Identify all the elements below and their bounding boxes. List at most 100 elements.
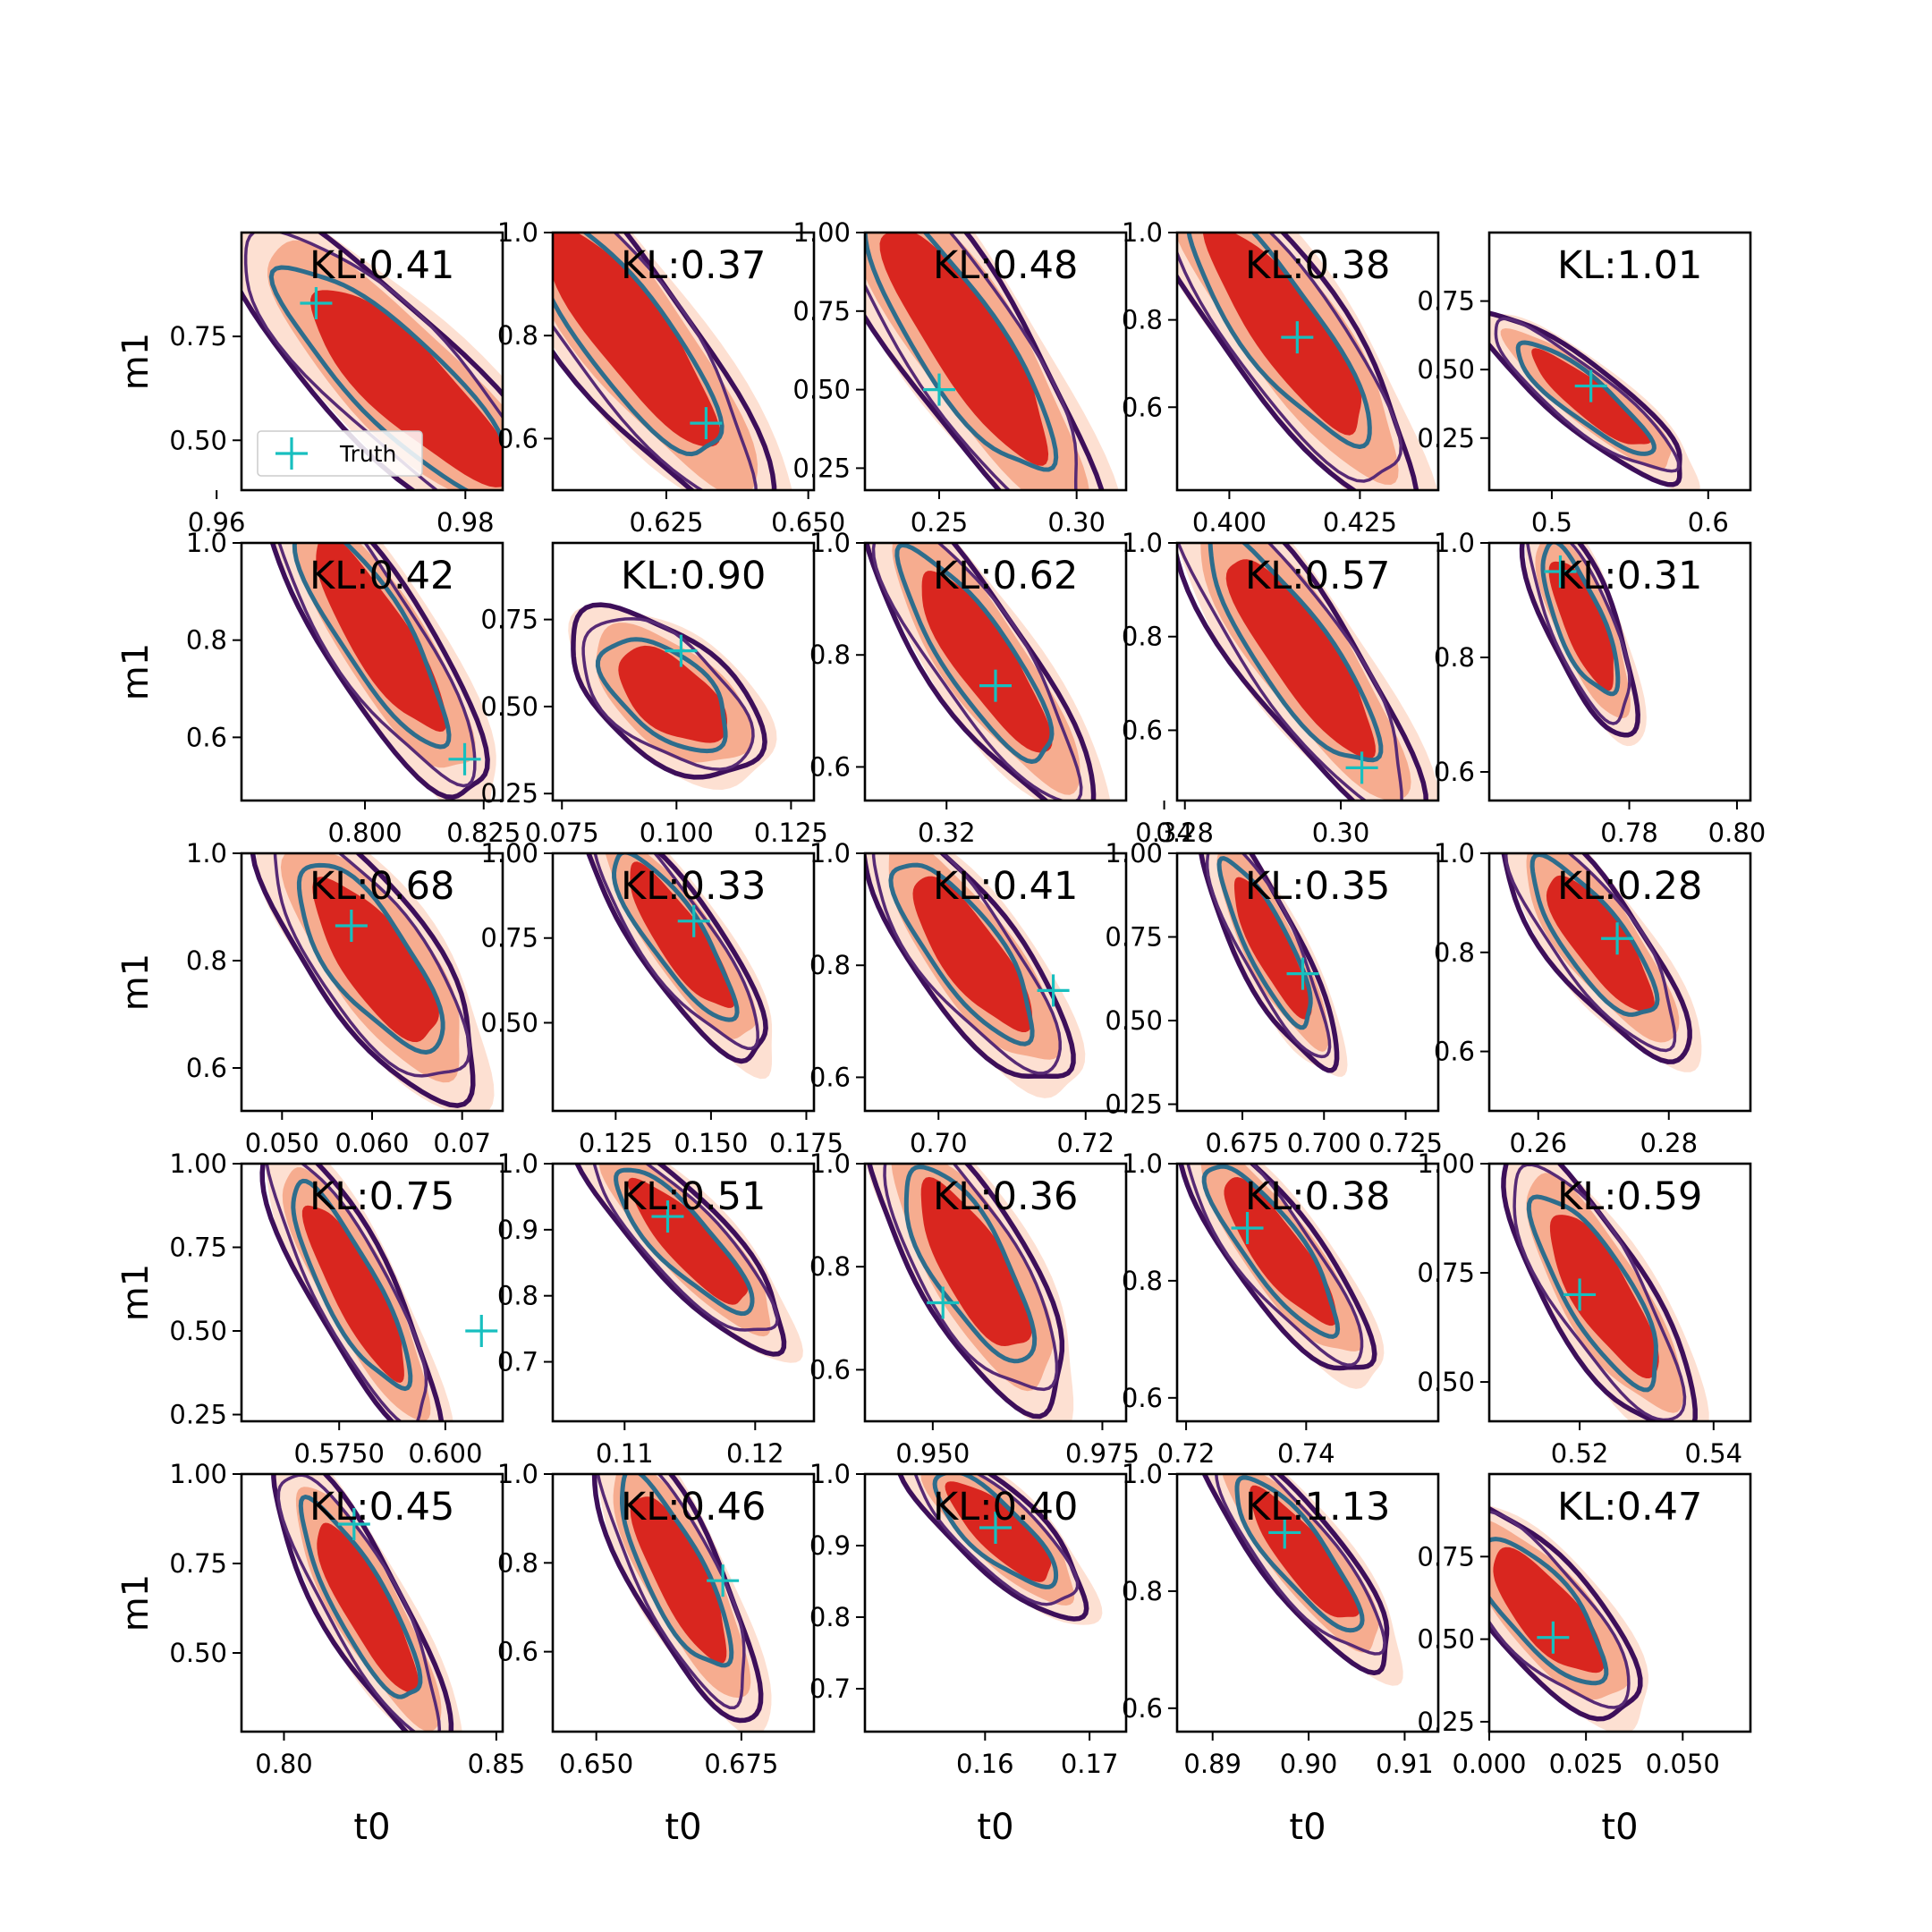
panel-plot-area bbox=[242, 233, 503, 490]
panel-24: 0.89 0.90 0.91 0.6 0.8 1.0 KL:1.13 t0 bbox=[1122, 1459, 1440, 1848]
contour-mid bbox=[1494, 317, 1681, 473]
kl-annotation: KL:0.48 bbox=[933, 243, 1078, 288]
x-tick-label: 0.6 bbox=[1688, 507, 1729, 538]
panel-plot-area bbox=[865, 543, 1111, 801]
panel-21: 0.80 0.85 0.50 0.75 1.00 KL:0.45 m1 t0 bbox=[115, 1459, 525, 1848]
density-fill-dark bbox=[301, 1205, 404, 1383]
y-tick-label: 0.75 bbox=[1417, 1541, 1475, 1572]
contour-mid bbox=[277, 543, 477, 788]
y-tick-label: 0.6 bbox=[497, 423, 538, 453]
panel-plot-area bbox=[866, 1164, 1074, 1421]
truth-marker bbox=[1537, 1621, 1570, 1654]
contour-outer bbox=[1501, 1164, 1698, 1421]
contour-outer bbox=[1489, 1505, 1643, 1722]
panel-17: 0.11 0.12 0.7 0.8 0.9 1.0 KL:0.51 bbox=[497, 1148, 816, 1469]
truth-marker bbox=[300, 286, 333, 319]
panel-frame bbox=[551, 1472, 816, 1733]
truth-marker bbox=[1345, 751, 1378, 784]
contour-outer bbox=[1178, 1164, 1377, 1371]
truth-marker bbox=[1563, 1278, 1597, 1311]
y-tick-label: 0.8 bbox=[1122, 1266, 1163, 1296]
panel-plot-area bbox=[1489, 310, 1700, 490]
contour-outer bbox=[250, 853, 476, 1108]
contour-mid bbox=[593, 853, 759, 1050]
panel-frame bbox=[551, 231, 816, 492]
x-tick-label: 0.89 bbox=[1183, 1749, 1241, 1779]
y-tick-label: 0.6 bbox=[1122, 715, 1163, 745]
truth-marker bbox=[1601, 922, 1634, 955]
panel-9: 0.28 0.30 0.6 0.8 1.0 KL:0.57 bbox=[1122, 528, 1440, 848]
y-tick-label: 1.00 bbox=[1417, 1148, 1475, 1179]
x-tick-label: 0.72 bbox=[1157, 1438, 1216, 1469]
y-tick-label: 0.25 bbox=[169, 1400, 227, 1430]
contour-inner bbox=[268, 265, 503, 490]
contour-mid bbox=[1504, 853, 1677, 1053]
contour-outer bbox=[865, 853, 1076, 1080]
panel-frame bbox=[863, 1162, 1128, 1423]
x-tick-label: 0.80 bbox=[255, 1749, 313, 1779]
y-tick-label: 0.75 bbox=[480, 605, 538, 635]
panel-19: 0.72 0.74 0.6 0.8 1.0 KL:0.38 bbox=[1122, 1148, 1440, 1469]
x-tick-label: 0.060 bbox=[335, 1128, 409, 1158]
x-tick-label: 0.725 bbox=[1368, 1128, 1443, 1158]
kl-annotation: KL:0.41 bbox=[933, 864, 1078, 909]
y-tick-label: 0.6 bbox=[1434, 1037, 1475, 1067]
y-tick-label: 1.0 bbox=[186, 838, 227, 869]
density-fill-dark bbox=[1546, 875, 1655, 1013]
panel-plot-area bbox=[568, 602, 777, 790]
contour-outer bbox=[1177, 233, 1419, 490]
panel-plot-area bbox=[1201, 1474, 1403, 1686]
x-tick-label: 0.600 bbox=[408, 1438, 482, 1469]
y-axis-label: m1 bbox=[115, 333, 157, 390]
x-tick-label: 0.72 bbox=[1056, 1128, 1114, 1158]
contour-outer bbox=[242, 233, 503, 490]
panel-frame bbox=[863, 541, 1128, 802]
panel-7: 0.075 0.100 0.125 0.25 0.50 0.75 KL:0.90 bbox=[480, 541, 828, 848]
contour-inner bbox=[1515, 340, 1657, 456]
x-tick-label: 0.5 bbox=[1531, 507, 1572, 538]
y-tick-label: 0.8 bbox=[809, 950, 851, 980]
y-tick-label: 0.75 bbox=[1417, 1258, 1475, 1288]
kl-annotation: KL:0.41 bbox=[309, 243, 454, 288]
y-tick-label: 0.75 bbox=[169, 1548, 227, 1579]
panel-10: 0.78 0.80 0.6 0.8 1.0 KL:0.31 bbox=[1434, 528, 1766, 848]
y-axis-label: m1 bbox=[115, 953, 157, 1011]
y-tick-label: 1.0 bbox=[1122, 1148, 1163, 1179]
y-tick-label: 1.00 bbox=[169, 1459, 227, 1489]
y-tick-label: 0.8 bbox=[1434, 937, 1475, 968]
truth-marker bbox=[1268, 1516, 1301, 1549]
truth-marker bbox=[927, 1286, 960, 1319]
y-tick-label: 0.6 bbox=[497, 1637, 538, 1667]
y-tick-label: 0.6 bbox=[186, 722, 227, 752]
y-tick-label: 0.6 bbox=[809, 1354, 851, 1385]
y-tick-label: 0.75 bbox=[480, 923, 538, 953]
y-tick-label: 0.6 bbox=[1122, 392, 1163, 422]
panel-plot-area bbox=[1199, 853, 1348, 1077]
y-tick-label: 1.0 bbox=[1122, 217, 1163, 248]
truth-marker bbox=[465, 1315, 498, 1348]
truth-marker bbox=[979, 1512, 1012, 1544]
kl-annotation: KL:0.35 bbox=[1245, 864, 1390, 909]
kl-annotation: KL:0.62 bbox=[933, 554, 1078, 598]
density-fill-dark bbox=[1549, 1215, 1659, 1378]
panel-5: 0.5 0.6 0.25 0.50 0.75 KL:1.01 bbox=[1417, 231, 1752, 538]
contour-mid bbox=[243, 233, 503, 490]
truth-marker bbox=[665, 634, 698, 667]
kl-annotation: KL:0.57 bbox=[1245, 554, 1390, 598]
y-tick-label: 0.7 bbox=[497, 1347, 538, 1377]
y-tick-label: 1.0 bbox=[809, 1459, 851, 1489]
x-tick-label: 0.125 bbox=[579, 1128, 653, 1158]
density-fill-dark bbox=[921, 571, 1053, 753]
kl-annotation: KL:1.13 bbox=[1245, 1485, 1390, 1530]
panel-frame bbox=[1487, 541, 1752, 802]
x-tick-label: 0.150 bbox=[674, 1128, 748, 1158]
contour-mid bbox=[581, 616, 755, 771]
contour-inner bbox=[553, 233, 724, 457]
x-tick-label: 0.700 bbox=[1287, 1128, 1361, 1158]
contour-outer bbox=[1201, 1474, 1390, 1676]
y-tick-label: 0.50 bbox=[1417, 1367, 1475, 1397]
kl-annotation: KL:0.37 bbox=[621, 243, 766, 288]
x-tick-label: 0.650 bbox=[771, 507, 845, 538]
truth-marker bbox=[337, 1508, 370, 1540]
contour-inner bbox=[620, 1474, 734, 1668]
